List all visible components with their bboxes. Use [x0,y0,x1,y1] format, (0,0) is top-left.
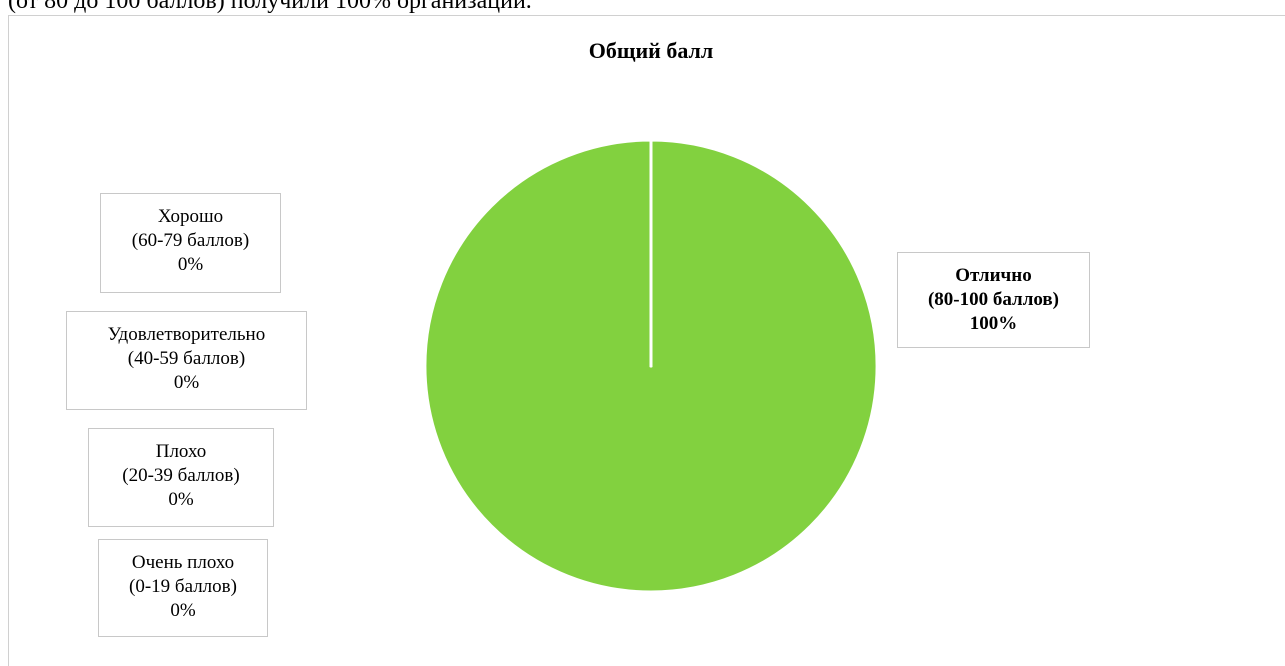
data-label: Хорошо (60-79 баллов) 0% [100,193,281,293]
value-label: 0% [170,600,196,621]
value-label: 0% [168,489,194,510]
value-label: 0% [177,254,204,275]
chart [423,138,879,594]
category-label: Плохо (20-39 баллов) [122,441,240,486]
chart-frame [8,15,1285,666]
chart-title: Общий балл [588,38,714,63]
page: (от 80 до 100 баллов) получили 100% орга… [8,0,1285,666]
category-label: Отлично (80-100 баллов) [927,265,1059,310]
data-label: Очень плохо (0-19 баллов) 0% [98,539,268,637]
data-label: Отлично (80-100 баллов) 100% [897,252,1090,348]
body-text: (от 80 до 100 баллов) получили 100% орга… [8,0,532,14]
category-label: Удовлетворительно (40-59 баллов) [107,324,266,369]
data-label: Плохо (20-39 баллов) 0% [88,428,274,527]
data-label: Удовлетворительно (40-59 баллов) 0% [66,311,307,410]
category-label: Хорошо (60-79 баллов) [131,206,250,251]
value-label: 0% [173,372,200,393]
value-label: 100% [969,313,1018,334]
category-label: Очень плохо (0-19 баллов) [129,552,237,597]
